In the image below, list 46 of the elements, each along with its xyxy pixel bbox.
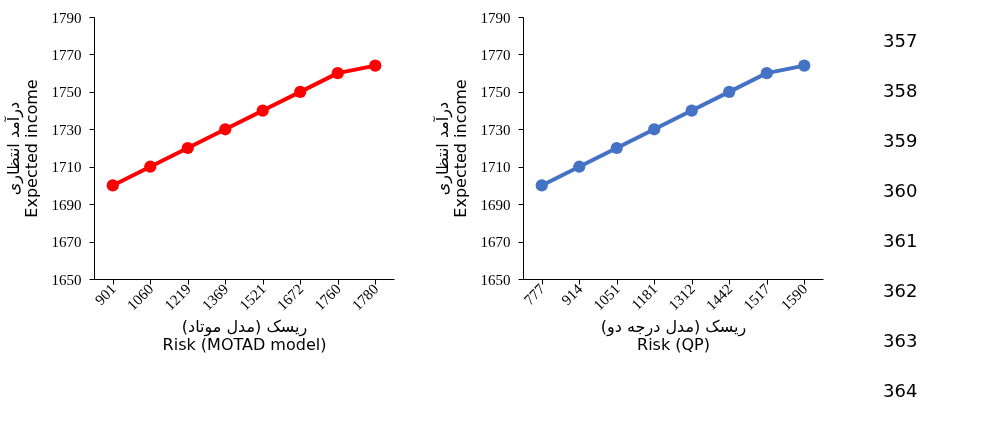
- text: 359: [883, 130, 918, 151]
- y-tick-label: 1790: [480, 9, 511, 26]
- point: [331, 67, 344, 80]
- point: [610, 141, 623, 155]
- point: [685, 104, 698, 117]
- y-tick-label: 1690: [51, 196, 82, 213]
- y-tick-label: 1730: [480, 121, 511, 138]
- text: 361: [883, 230, 918, 251]
- y-tick-label: 1750: [480, 84, 511, 101]
- point: [369, 59, 382, 72]
- y-tick-label: 1790: [51, 9, 82, 26]
- x-tick-label: 1051: [590, 280, 623, 314]
- point: [144, 160, 157, 173]
- point: [106, 179, 119, 192]
- x-tick-label: 901: [91, 280, 119, 309]
- x-tick-label: 1181: [628, 280, 661, 313]
- y-tick-label: 1670: [51, 234, 82, 251]
- text: 364: [883, 380, 918, 401]
- y-tick-label: 1650: [480, 271, 511, 288]
- point: [256, 104, 269, 117]
- text: 358: [883, 80, 918, 101]
- point: [798, 59, 811, 72]
- x-tick-label: 1521: [236, 280, 269, 314]
- y-tick-label: 1770: [51, 46, 82, 63]
- point: [181, 141, 194, 155]
- y-tick-label: 1650: [51, 271, 82, 288]
- point: [535, 179, 548, 192]
- point: [573, 160, 586, 173]
- y-tick-label: 1670: [480, 234, 511, 251]
- x-tick-label: 777: [520, 280, 549, 309]
- y-tick-label: 1750: [51, 84, 82, 101]
- text: 357: [883, 30, 918, 51]
- point: [219, 123, 232, 136]
- point: [648, 123, 661, 136]
- y-tick-label: 1710: [480, 159, 511, 176]
- text: 362: [883, 280, 918, 301]
- y-tick-label: 1710: [51, 159, 82, 176]
- y-tick-label: 1770: [480, 46, 511, 63]
- point: [294, 85, 307, 98]
- x-tick-label: 914: [558, 280, 586, 309]
- y-tick-label: 1730: [51, 121, 82, 138]
- point: [760, 67, 773, 80]
- point: [723, 85, 736, 98]
- text: 360: [883, 180, 918, 201]
- text: 363: [883, 330, 918, 351]
- y-tick-label: 1690: [480, 196, 511, 213]
